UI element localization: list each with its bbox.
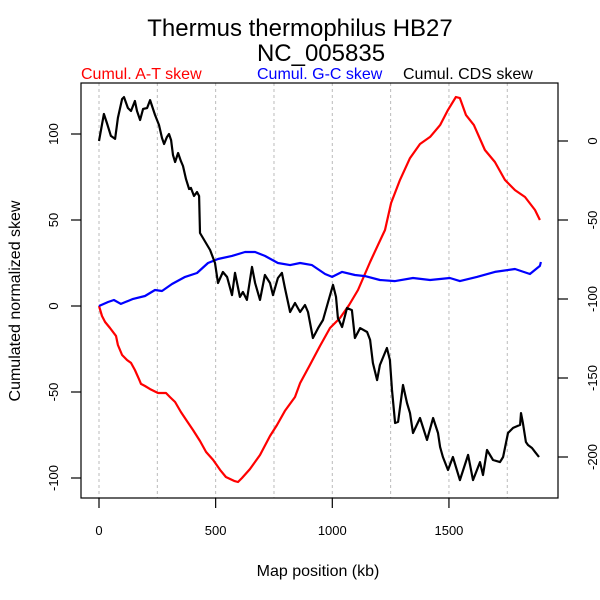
- legend-gc-skew: Cumul. G-C skew: [257, 66, 383, 83]
- y-axis-title: Cumulated normalized skew: [7, 200, 24, 401]
- plot-frame: [80, 82, 559, 499]
- y-left-tick-label: 100: [46, 123, 61, 145]
- legend-cds-skew: Cumul. CDS skew: [403, 66, 533, 83]
- series-line-cds: [97, 95, 540, 482]
- y-left-tick-label: -50: [46, 383, 61, 402]
- x-axis: 0 500 1000 1500: [95, 498, 463, 538]
- y-left-tick-label: 0: [46, 302, 61, 309]
- y-right-tick-label: 0: [585, 137, 600, 144]
- x-tick-label: 500: [205, 523, 227, 538]
- x-tick-label: 1000: [318, 523, 347, 538]
- x-tick-label: 1500: [434, 523, 463, 538]
- y-right-tick-label: -100: [585, 286, 600, 312]
- y-right-tick-label: -50: [585, 211, 600, 230]
- y-left-tick-label: 50: [46, 213, 61, 227]
- y-axis-right: -200 -150 -100 -50 0: [558, 137, 600, 470]
- series-line-at: [97, 95, 541, 484]
- y-left-tick-label: -100: [46, 465, 61, 491]
- legend-at-skew: Cumul. A-T skew: [81, 66, 202, 83]
- y-right-tick-label: -150: [585, 365, 600, 391]
- y-axis-left: -100 -50 0 50 100: [46, 123, 81, 491]
- series-line-gc: [98, 250, 542, 308]
- chart-subtitle: NC_005835: [257, 40, 385, 67]
- chart-title: Thermus thermophilus HB27: [147, 15, 452, 42]
- x-tick-label: 0: [95, 523, 102, 538]
- y-right-tick-label: -200: [585, 444, 600, 470]
- x-axis-title: Map position (kb): [257, 563, 380, 580]
- series-lines: [97, 95, 542, 484]
